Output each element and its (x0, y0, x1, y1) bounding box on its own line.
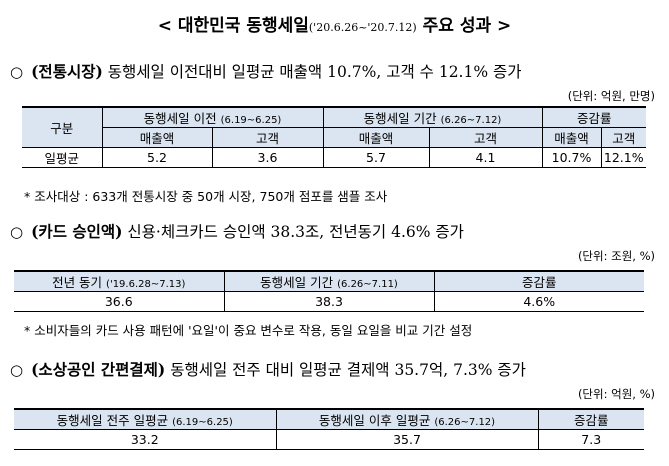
table-cell: 4.6% (433, 291, 644, 312)
header-cell: 동행세일 이후 일평균 (6.26~7.12) (275, 408, 539, 430)
header-cell: 매출액 (322, 127, 430, 148)
bullet-circle-icon: ○ (10, 361, 24, 379)
table-cell: 3.6 (211, 147, 324, 168)
table-cell: 35.7 (275, 429, 539, 450)
table-cell: 38.3 (223, 291, 435, 312)
footnote: * 소비자들의 카드 사용 패턴에 '요일'이 중요 변수로 작용, 동일 요일… (24, 323, 473, 338)
header-cell: 증감률 (537, 408, 644, 430)
table-cell: 4.1 (428, 147, 543, 168)
footnote: * 조사대상 : 633개 전통시장 중 50개 시장, 750개 점포를 샘플… (24, 189, 388, 204)
title-suffix: 주요 성과 > (422, 16, 512, 36)
section-heading-simple-payment: ○ (소상공인 간편결제) 동행세일 전주 대비 일평균 결제액 35.7억, 7… (10, 358, 526, 380)
header-cell: 전년 동기 ('19.6.28~7.13) (14, 270, 225, 292)
section-heading-traditional-market: ○ (전통시장) 동행세일 이전대비 일평균 매출액 10.7%, 고객 수 12… (10, 60, 522, 82)
section-label: (카드 승인액) (31, 222, 123, 241)
row-label: 일평균 (22, 147, 103, 168)
header-cell: 증감률 (541, 106, 646, 128)
header-cell: 동행세일 전주 일평균 (6.19~6.25) (14, 408, 277, 430)
table-row: 33.2 35.7 7.3 (14, 429, 644, 450)
header-cell: 동행세일 기간 (6.26~7.12) (322, 106, 543, 128)
header-cell: 매출액 (541, 127, 602, 148)
table-cell: 5.7 (322, 147, 430, 168)
header-cell: 고객 (211, 127, 324, 148)
traditional-market-table: 구분 동행세일 이전 (6.19~6.25) 동행세일 기간 (6.26~7.1… (22, 106, 646, 168)
section-label: (소상공인 간편결제) (31, 360, 166, 379)
simple-payment-table: 동행세일 전주 일평균 (6.19~6.25) 동행세일 이후 일평균 (6.2… (14, 408, 644, 450)
bullet-circle-icon: ○ (10, 223, 24, 241)
unit-label: (단위: 조원, %) (577, 249, 655, 263)
table-cell: 36.6 (14, 291, 225, 312)
section-label: (전통시장) (31, 62, 103, 81)
table-cell: 12.1% (600, 147, 646, 168)
section-summary: 신용·체크카드 승인액 38.3조, 전년동기 4.6% 증가 (127, 223, 464, 241)
section-summary: 동행세일 이전대비 일평균 매출액 10.7%, 고객 수 12.1% 증가 (107, 63, 522, 81)
bullet-circle-icon: ○ (10, 63, 24, 81)
table-cell: 33.2 (14, 429, 277, 450)
section-heading-card-approval: ○ (카드 승인액) 신용·체크카드 승인액 38.3조, 전년동기 4.6% 증… (10, 220, 464, 242)
table-row: 36.6 38.3 4.6% (14, 291, 644, 312)
table-cell: 10.7% (541, 147, 602, 168)
header-cell: 동행세일 기간 (6.26~7.11) (223, 270, 435, 292)
card-approval-table: 전년 동기 ('19.6.28~7.13) 동행세일 기간 (6.26~7.11… (14, 270, 644, 312)
table-cell: 7.3 (537, 429, 644, 450)
header-cell: 매출액 (102, 127, 213, 148)
title-period: ('20.6.26~'20.7.12) (308, 21, 417, 34)
page-title: < 대한민국 동행세일('20.6.26~'20.7.12) 주요 성과 > (0, 11, 669, 36)
header-cell: 동행세일 이전 (6.19~6.25) (101, 106, 324, 128)
table-cell: 5.2 (101, 147, 213, 168)
header-cell: 고객 (428, 127, 543, 148)
table-row: 일평균 5.2 3.6 5.7 4.1 10.7% 12.1% (22, 147, 646, 168)
title-prefix: < 대한민국 동행세일 (157, 16, 309, 36)
header-cell: 구분 (22, 106, 103, 148)
unit-label: (단위: 억원, 만명) (567, 89, 655, 103)
header-cell: 고객 (600, 127, 646, 148)
header-cell: 증감률 (433, 270, 644, 292)
section-summary: 동행세일 전주 대비 일평균 결제액 35.7억, 7.3% 증가 (170, 361, 526, 379)
unit-label: (단위: 억원, %) (577, 387, 655, 401)
